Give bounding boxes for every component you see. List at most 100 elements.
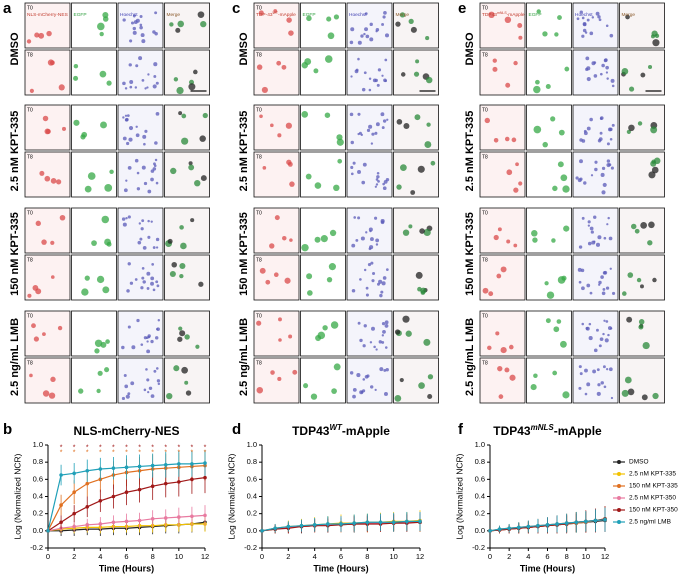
data-point bbox=[190, 462, 194, 466]
cell bbox=[313, 68, 319, 74]
cell bbox=[609, 33, 614, 38]
cell bbox=[369, 229, 372, 233]
channel-label: EGFP bbox=[74, 12, 87, 18]
micrograph bbox=[479, 49, 526, 96]
cell bbox=[258, 10, 264, 16]
cell bbox=[364, 12, 368, 16]
x-tick-label: 12 bbox=[416, 552, 424, 561]
cell bbox=[123, 188, 128, 193]
y-tick-label: 0.2 bbox=[475, 509, 485, 518]
cell bbox=[123, 373, 127, 377]
cell bbox=[359, 278, 362, 281]
data-point bbox=[72, 524, 76, 529]
cell bbox=[488, 11, 495, 19]
cell bbox=[141, 165, 146, 170]
cell bbox=[586, 382, 591, 387]
cell bbox=[584, 368, 588, 373]
cell bbox=[91, 240, 97, 247]
data-point bbox=[150, 463, 155, 468]
cell bbox=[349, 40, 354, 45]
cell bbox=[509, 374, 516, 381]
chart-title: TDP43mNLS-mApple bbox=[493, 423, 602, 439]
cell bbox=[652, 39, 660, 47]
channel-label: Merge bbox=[622, 12, 636, 18]
cell bbox=[349, 112, 354, 117]
cell bbox=[146, 271, 151, 276]
cell bbox=[377, 68, 382, 72]
channel-label: Hoechst bbox=[120, 12, 138, 18]
cell bbox=[492, 66, 498, 72]
cell bbox=[384, 320, 389, 325]
channel-label: TDP43mNLS-mApple bbox=[482, 11, 525, 18]
micrograph bbox=[253, 151, 300, 198]
cell bbox=[560, 174, 568, 182]
cell bbox=[144, 129, 148, 133]
cell bbox=[354, 69, 359, 74]
data-point bbox=[526, 524, 531, 529]
cell bbox=[506, 239, 511, 244]
cell bbox=[605, 65, 609, 70]
cell bbox=[624, 376, 632, 384]
micrograph bbox=[526, 2, 572, 49]
data-point bbox=[299, 523, 304, 528]
cell bbox=[364, 27, 369, 32]
cell bbox=[150, 276, 155, 281]
data-point bbox=[85, 481, 90, 486]
micrograph bbox=[393, 151, 439, 198]
cell bbox=[96, 388, 101, 394]
cell bbox=[415, 271, 423, 279]
cell bbox=[122, 136, 127, 141]
cell bbox=[138, 56, 143, 61]
condition-label: DMSO bbox=[238, 32, 250, 65]
cell bbox=[382, 119, 387, 123]
cell bbox=[588, 322, 592, 326]
channel-label-part: -mApple bbox=[278, 12, 296, 18]
condition-label: 2.5 ng/mL LMB bbox=[9, 318, 21, 396]
cell bbox=[147, 235, 151, 239]
cell bbox=[365, 34, 370, 39]
data-point bbox=[574, 520, 579, 525]
cell bbox=[384, 58, 388, 62]
cell bbox=[545, 318, 551, 324]
cell bbox=[427, 393, 433, 400]
micrograph bbox=[300, 2, 346, 49]
cell bbox=[132, 14, 136, 18]
significance-mark: * bbox=[151, 444, 154, 451]
significance-mark: * bbox=[138, 444, 141, 451]
cell bbox=[363, 324, 367, 328]
cell bbox=[150, 281, 154, 286]
cell bbox=[492, 58, 497, 63]
micrograph bbox=[346, 2, 393, 49]
cell bbox=[583, 129, 587, 133]
micrograph bbox=[24, 254, 71, 301]
cell bbox=[605, 71, 609, 74]
timepoint-label: T0 bbox=[256, 313, 262, 319]
cell bbox=[277, 133, 282, 138]
cell bbox=[426, 122, 431, 127]
cell bbox=[552, 370, 558, 376]
cell bbox=[375, 243, 379, 246]
data-point bbox=[378, 520, 383, 525]
cell bbox=[327, 32, 335, 40]
cell bbox=[333, 184, 340, 192]
cell bbox=[180, 242, 187, 250]
data-point bbox=[352, 521, 356, 525]
cell bbox=[400, 72, 406, 77]
condition-label: 150 nM KPT-335 bbox=[9, 212, 21, 296]
micrograph bbox=[253, 254, 300, 301]
cell bbox=[418, 382, 425, 389]
cell bbox=[497, 366, 503, 372]
cell bbox=[366, 128, 371, 132]
cell bbox=[513, 243, 518, 248]
cell bbox=[306, 15, 312, 22]
channel-label-part: NLS-mCherry-NES bbox=[27, 12, 68, 18]
cell bbox=[128, 63, 132, 67]
cell bbox=[363, 71, 367, 75]
cell bbox=[589, 226, 594, 231]
x-tick-label: 0 bbox=[488, 552, 492, 561]
cell bbox=[368, 124, 373, 129]
cell bbox=[256, 64, 263, 70]
data-point bbox=[46, 529, 50, 533]
cell bbox=[140, 343, 144, 346]
cell bbox=[605, 24, 609, 28]
